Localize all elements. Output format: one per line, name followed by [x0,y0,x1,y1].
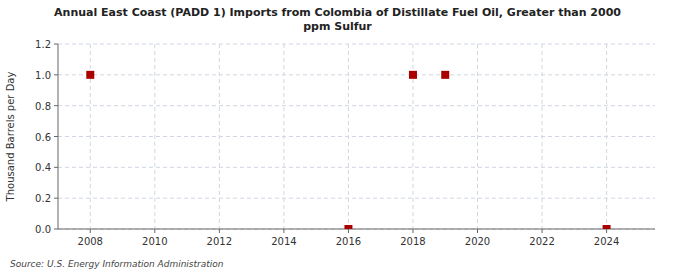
annotation: Source: U.S. Energy Information Administ… [10,259,224,269]
axes: 0.0 0.2 0.4 0.6 0.8 1.0 1.2 2008 2010 2012 2014 201… [35,39,655,247]
grid-line-x [283,44,284,229]
grid-line-y [58,105,655,106]
tick-y [54,44,58,45]
tick-label-y: 0.4 [35,162,51,173]
tick-x [219,229,220,233]
grid-line-y [58,44,655,45]
tick-label-x: 2014 [271,236,296,247]
tick-y [54,167,58,168]
grid-line-y [58,74,655,75]
tick-label-x: 2016 [336,236,361,247]
chart-svg: Annual East Coast (PADD 1) Imports from … [0,0,675,275]
data-point [86,71,94,79]
tick-x [283,229,284,233]
x-axis-line [58,229,655,230]
data-point [441,71,449,79]
y-axis-label: Thousand Barrels per Day [5,72,16,203]
grid-line-x [477,44,478,229]
tick-label-x: 2022 [529,236,554,247]
tick-y [54,105,58,106]
tick-label-x: 2012 [207,236,232,247]
title: Annual East Coast (PADD 1) Imports from … [54,6,621,33]
grid-line-x [606,44,607,229]
tick-x [348,229,349,233]
tick-label-x: 2024 [594,236,619,247]
grid-line-y [58,229,655,230]
tick-label-y: 1.2 [35,39,51,50]
grid-line-x [348,44,349,229]
y-axis-line [58,44,59,229]
data-point [603,225,611,229]
tick-y [54,229,58,230]
data-point [344,225,352,229]
grid-line-y [58,136,655,137]
data-point [409,71,417,79]
tick-y [54,136,58,137]
grid-line-x [154,44,155,229]
title-line: Annual East Coast (PADD 1) Imports from … [54,6,621,19]
tick-label-x: 2008 [78,236,103,247]
tick-x [154,229,155,233]
tick-x [412,229,413,233]
tick-label-x: 2020 [465,236,490,247]
grid-line-x [219,44,220,229]
grid-line-y [58,198,655,199]
tick-label-x: 2018 [400,236,425,247]
tick-label-y: 1.0 [35,70,51,81]
chart-container: Annual East Coast (PADD 1) Imports from … [0,0,675,275]
tick-label-y: 0.8 [35,101,51,112]
tick-y [54,74,58,75]
tick-label-y: 0.2 [35,193,51,204]
grid [58,44,655,229]
tick-x [90,229,91,233]
title-line: ppm Sulfur [303,20,372,33]
tick-label-y: 0.0 [35,224,51,235]
tick-x [606,229,607,233]
tick-label-y: 0.6 [35,132,51,143]
tick-x [477,229,478,233]
tick-label-x: 2010 [142,236,167,247]
tick-x [542,229,543,233]
grid-line-y [58,167,655,168]
tick-y [54,198,58,199]
grid-line-x [542,44,543,229]
data-points [86,71,610,229]
